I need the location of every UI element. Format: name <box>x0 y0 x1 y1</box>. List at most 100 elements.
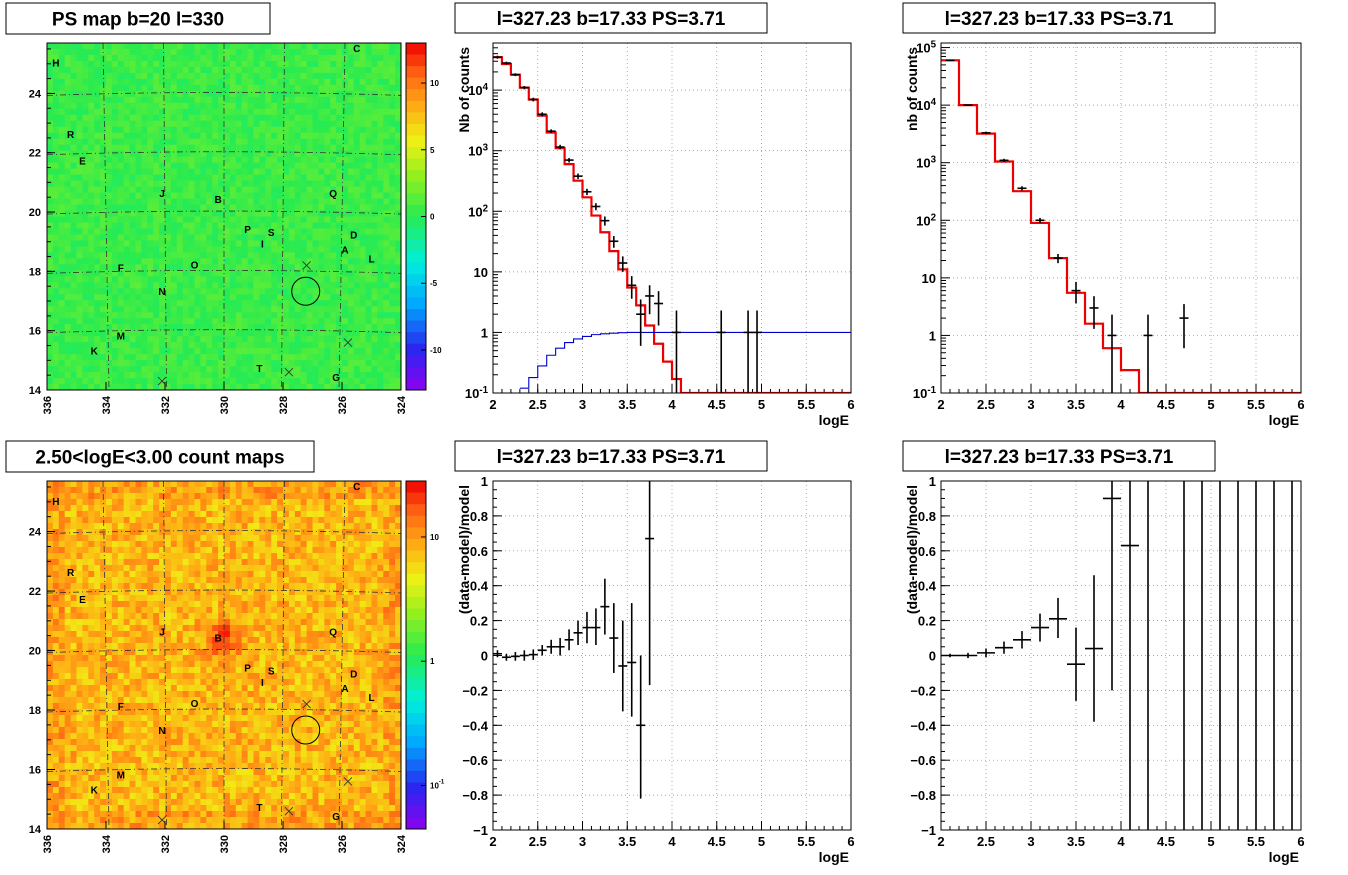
heatmap-cell <box>111 589 119 596</box>
heatmap-cell <box>70 114 77 122</box>
heatmap-cell <box>294 162 302 170</box>
heatmap-cell <box>100 258 107 265</box>
heatmap-cell <box>141 198 148 205</box>
heatmap-cell <box>324 246 331 253</box>
heatmap-cell <box>52 366 60 373</box>
heatmap-cell <box>76 228 83 235</box>
heatmap-cell <box>389 276 396 283</box>
heatmap-cell <box>353 318 361 325</box>
heatmap-cell <box>359 210 366 217</box>
heatmap-cell <box>253 174 260 181</box>
heatmap-cell <box>176 252 184 259</box>
heatmap-cell <box>117 613 125 620</box>
heatmap-cell <box>94 541 101 548</box>
heatmap-cell <box>300 384 307 391</box>
heatmap-cell <box>229 96 237 104</box>
heatmap-cell <box>135 198 142 205</box>
heatmap-cell <box>159 180 166 187</box>
heatmap-cell <box>188 162 195 170</box>
heatmap-cell <box>70 547 77 554</box>
heatmap-cell <box>389 78 396 86</box>
heatmap-cell <box>165 324 172 331</box>
heatmap-cell <box>365 384 372 391</box>
heatmap-cell <box>389 114 396 122</box>
heatmap-cell <box>58 354 66 361</box>
heatmap-cell <box>58 174 66 181</box>
heatmap-cell <box>147 120 154 128</box>
colorbar-step <box>406 112 426 125</box>
heatmap-cell <box>347 330 355 337</box>
colorbar-step <box>406 366 426 379</box>
heatmap-cell <box>283 108 290 116</box>
heatmap-cell <box>141 90 148 98</box>
heatmap-cell <box>159 72 166 80</box>
y-tick-label: 20 <box>29 207 41 219</box>
source-label: T <box>256 364 262 375</box>
heatmap-cell <box>312 96 319 104</box>
heatmap-cell <box>277 126 284 134</box>
y-tick-label: 10 <box>474 265 488 280</box>
heatmap-cell <box>111 60 119 68</box>
heatmap-cell <box>111 703 119 710</box>
heatmap-cell <box>111 324 119 331</box>
heatmap-cell <box>141 210 148 217</box>
heatmap-cell <box>52 721 60 728</box>
heatmap-cell <box>117 649 125 656</box>
heatmap-cell <box>94 589 101 596</box>
heatmap-cell <box>94 823 101 830</box>
heatmap-cell <box>106 114 113 122</box>
heatmap-cell <box>58 264 66 271</box>
heatmap-cell <box>353 342 361 349</box>
heatmap-cell <box>165 180 172 187</box>
heatmap-cell <box>200 264 207 271</box>
heatmap-cell <box>389 156 396 164</box>
heatmap-cell <box>353 252 361 259</box>
heatmap-cell <box>383 108 390 116</box>
heatmap-cell <box>377 282 384 289</box>
heatmap-cell <box>82 78 89 86</box>
heatmap-cell <box>106 775 113 782</box>
heatmap-cell <box>100 120 107 128</box>
heatmap-cell <box>294 246 302 253</box>
heatmap-cell <box>100 84 107 92</box>
heatmap-cell <box>58 511 66 518</box>
heatmap-cell <box>336 318 343 325</box>
heatmap-cell <box>123 276 130 283</box>
heatmap-cell <box>294 330 302 337</box>
heatmap-cell <box>64 589 71 596</box>
heatmap-cell <box>265 228 272 235</box>
heatmap-cell <box>117 54 125 62</box>
heatmap-cell <box>82 793 89 800</box>
heatmap-cell <box>82 324 89 331</box>
heatmap-cell <box>324 198 331 205</box>
heatmap-cell <box>247 252 254 259</box>
heatmap-cell <box>306 360 313 367</box>
heatmap-cell <box>300 48 307 56</box>
heatmap-cell <box>111 282 119 289</box>
heatmap-cell <box>100 384 107 391</box>
heatmap-cell <box>117 312 125 319</box>
heatmap-cell <box>76 679 83 686</box>
heatmap-cell <box>58 745 66 752</box>
heatmap-cell <box>135 144 142 152</box>
heatmap-cell <box>259 198 266 205</box>
heatmap-cell <box>76 529 83 536</box>
heatmap-cell <box>365 138 372 146</box>
heatmap-cell <box>165 90 172 98</box>
heatmap-cell <box>359 336 366 343</box>
heatmap-cell <box>106 72 113 80</box>
heatmap-cell <box>206 372 213 379</box>
colorbar-step <box>406 135 426 148</box>
heatmap-cell <box>76 517 83 524</box>
heatmap-cell <box>165 384 172 391</box>
heatmap-cell <box>347 288 355 295</box>
heatmap-cell <box>76 246 83 253</box>
heatmap-cell <box>259 144 266 152</box>
heatmap-cell <box>117 811 125 818</box>
heatmap-cell <box>94 144 101 152</box>
heatmap-cell <box>52 306 60 313</box>
heatmap-cell <box>288 228 296 235</box>
heatmap-cell <box>377 150 384 158</box>
heatmap-cell <box>106 559 113 566</box>
heatmap-cell <box>135 607 142 614</box>
